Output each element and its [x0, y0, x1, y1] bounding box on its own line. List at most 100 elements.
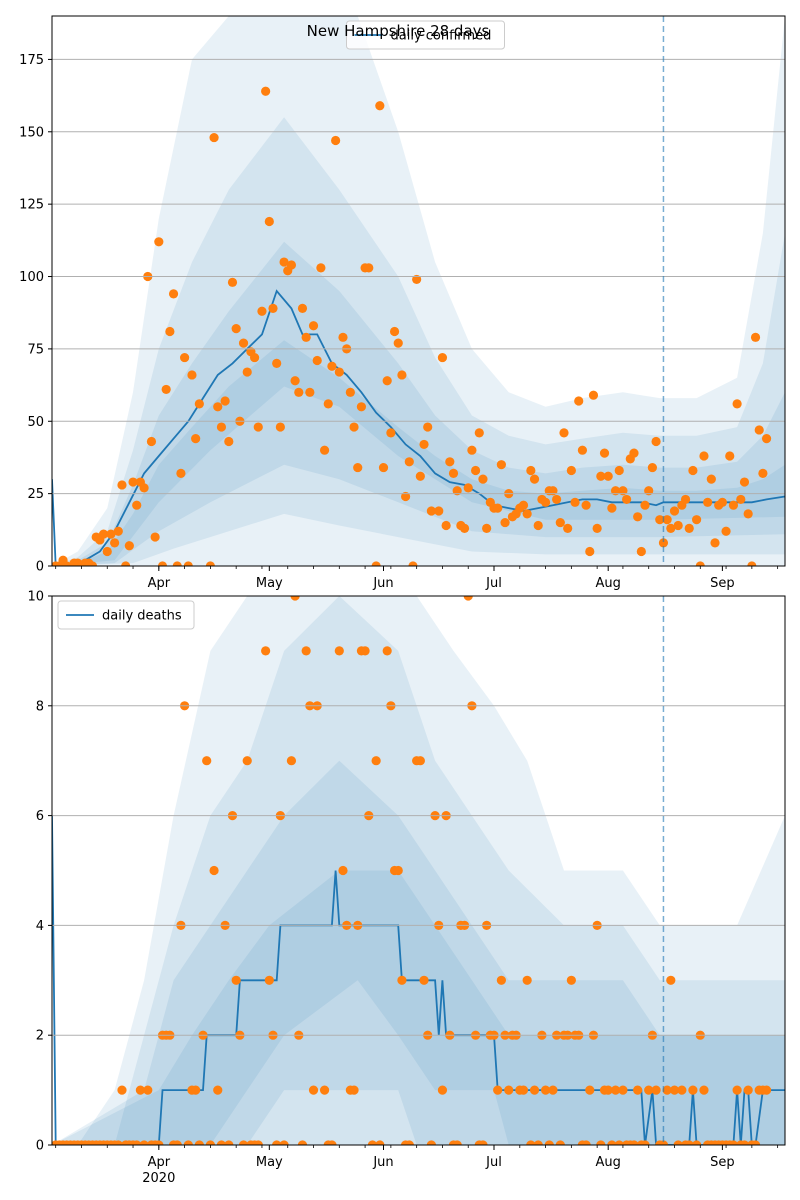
data-point: [154, 237, 164, 247]
uncertainty-band-3: [52, 241, 785, 566]
data-point: [739, 1140, 750, 1145]
data-point: [375, 101, 385, 111]
y-tick-label: 150: [19, 125, 44, 140]
data-point: [596, 471, 606, 481]
data-point: [437, 1085, 448, 1095]
data-point: [478, 474, 488, 484]
x-tick-label: Jul: [485, 576, 502, 591]
data-point: [559, 428, 569, 438]
data-point: [323, 399, 333, 409]
data-point: [493, 503, 503, 513]
data-point: [187, 370, 197, 380]
y-tick-label: 75: [27, 342, 44, 357]
data-point: [150, 532, 160, 542]
data-point: [404, 1140, 414, 1145]
data-point: [121, 561, 131, 566]
data-point: [375, 1140, 385, 1145]
data-point: [349, 1085, 359, 1095]
data-point: [389, 326, 400, 337]
data-point: [286, 260, 297, 270]
data-point: [261, 86, 271, 96]
data-point: [640, 500, 650, 510]
data-point: [618, 486, 628, 496]
data-point: [264, 216, 274, 227]
data-point: [717, 497, 727, 507]
data-point: [566, 975, 576, 985]
data-point: [467, 445, 477, 455]
data-point: [574, 396, 584, 406]
data-point: [662, 515, 672, 525]
legend-box: [57, 600, 195, 630]
data-point: [319, 1085, 330, 1095]
data-point: [139, 483, 149, 493]
data-point: [555, 1140, 565, 1145]
data-point: [62, 561, 72, 566]
data-point: [474, 428, 484, 438]
data-point: [651, 436, 661, 447]
data-point: [581, 500, 591, 510]
data-point: [286, 756, 297, 766]
data-point: [367, 1140, 378, 1145]
y-tick-label: 8: [36, 699, 44, 714]
data-point: [710, 538, 720, 548]
data-point: [540, 1085, 551, 1095]
data-point: [397, 975, 407, 985]
data-point: [518, 1085, 529, 1095]
data-point: [526, 465, 536, 476]
data-point: [183, 1140, 193, 1145]
data-point: [739, 477, 750, 487]
data-point: [168, 289, 179, 299]
legend-box: [346, 20, 505, 50]
legend-label: daily deaths: [102, 609, 182, 624]
x-tick-label: Aug: [596, 576, 621, 591]
uncertainty-band-1: [52, 16, 785, 566]
data-point: [761, 1085, 772, 1095]
data-point: [644, 486, 654, 496]
data-point: [684, 523, 694, 533]
data-point: [331, 135, 341, 146]
data-point: [397, 370, 407, 380]
data-point: [636, 546, 646, 557]
data-point: [209, 865, 219, 876]
data-point: [113, 1140, 123, 1145]
data-point: [691, 515, 702, 525]
data-point: [154, 1140, 164, 1145]
data-point: [249, 352, 260, 363]
data-point: [146, 436, 157, 447]
data-point: [327, 361, 337, 371]
uncertainty-band-2: [52, 596, 785, 1145]
data-point: [242, 367, 252, 377]
confirmed-panel: 0 25 50 75 100 125 150 175 Apr May Jun Jul Aug Sep dai…: [19, 15, 786, 591]
data-point: [548, 486, 558, 496]
data-point: [570, 497, 580, 507]
data-point: [441, 520, 451, 531]
data-point: [529, 474, 540, 484]
data-point: [695, 561, 705, 566]
data-point: [633, 1085, 643, 1095]
data-point: [662, 1085, 672, 1095]
data-point: [618, 1085, 628, 1095]
uncertainty-band-1: [52, 596, 785, 1145]
data-point: [743, 1085, 753, 1095]
data-point: [415, 471, 425, 481]
data-point: [117, 480, 127, 490]
data-point: [445, 457, 455, 467]
data-point: [478, 1140, 488, 1145]
data-point: [747, 561, 757, 566]
data-point: [412, 274, 422, 285]
data-point: [703, 497, 713, 507]
data-point: [124, 541, 134, 551]
data-point: [257, 306, 267, 316]
data-point: [98, 529, 109, 539]
data-point: [356, 402, 367, 412]
data-point: [205, 1140, 215, 1145]
data-point: [750, 1140, 761, 1145]
data-point: [172, 561, 182, 566]
data-point: [209, 132, 219, 143]
data-point: [327, 1140, 337, 1145]
data-point: [555, 517, 565, 528]
data-point: [338, 865, 348, 876]
y-tick-label: 0: [36, 1139, 44, 1154]
data-point: [176, 468, 186, 478]
